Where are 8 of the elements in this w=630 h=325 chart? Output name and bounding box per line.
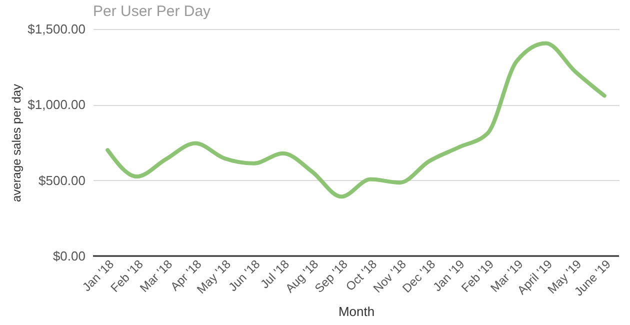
y-tick-label: $500.00 (38, 172, 86, 188)
x-axis-title: Month (338, 304, 375, 320)
line-series (106, 41, 606, 199)
y-tick-label: $1,500.00 (28, 22, 86, 36)
y-tick-label: $1,000.00 (28, 97, 86, 112)
y-tick-label: $0.00 (52, 248, 86, 264)
chart-title: Per User Per Day (93, 3, 212, 20)
y-axis-title: average sales per day (10, 84, 24, 202)
